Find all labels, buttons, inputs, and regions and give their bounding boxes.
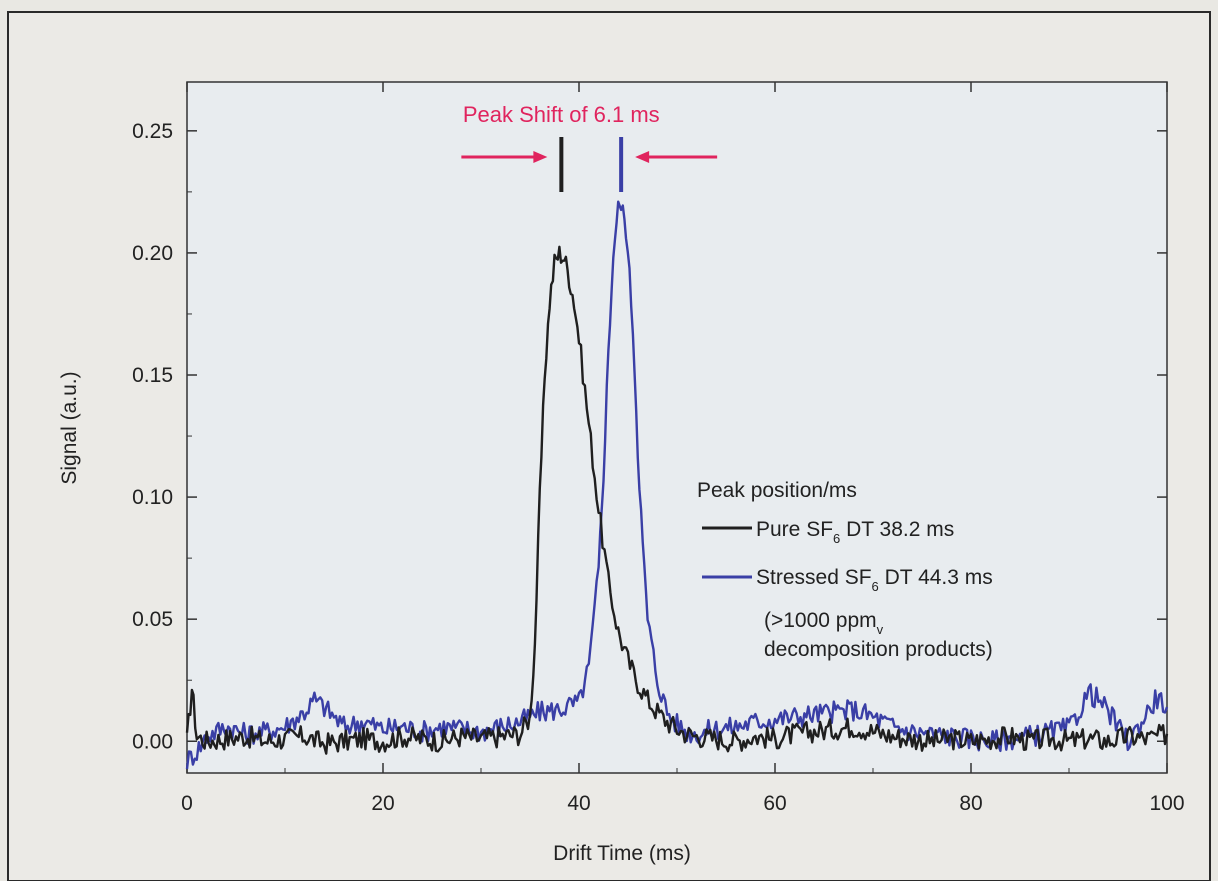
shift-arrowhead-left — [533, 151, 548, 163]
axis-ticks — [186, 82, 1168, 773]
peak-shift-label: Peak Shift of 6.1 ms — [463, 102, 660, 127]
legend-label-pure-sub: 6 — [833, 531, 840, 546]
legend-label-pure-suffix: DT 38.2 ms — [840, 518, 954, 541]
x-axis-label: Drift Time (ms) — [553, 842, 691, 865]
y-axis-label: Signal (a.u.) — [58, 371, 81, 484]
legend-label-stressed-prefix: Stressed SF — [756, 566, 872, 589]
legend-note-line1-text: (>1000 ppm — [764, 609, 877, 632]
x-tick-label-60: 60 — [763, 792, 786, 815]
x-tick-label-100: 100 — [1149, 792, 1184, 815]
legend-title: Peak position/ms — [697, 479, 857, 502]
y-tick-label-0: 0.00 — [132, 730, 173, 753]
legend-label-pure-prefix: Pure SF — [756, 518, 833, 541]
y-tick-label-3: 0.15 — [132, 364, 173, 387]
legend-note-line2: decomposition products) — [764, 638, 993, 661]
y-tick-label-4: 0.20 — [132, 242, 173, 265]
legend-label-stressed-sub: 6 — [872, 579, 879, 594]
y-tick-label-1: 0.05 — [132, 608, 173, 631]
x-tick-label-80: 80 — [959, 792, 982, 815]
peak-shift-annotation: Peak Shift of 6.1 ms — [461, 102, 718, 192]
x-tick-label-20: 20 — [371, 792, 394, 815]
y-tick-label-5: 0.25 — [132, 120, 173, 143]
series-layer — [185, 200, 1169, 770]
y-tick-label-2: 0.10 — [132, 486, 173, 509]
legend-label-stressed: Stressed SF6 DT 44.3 ms — [756, 566, 993, 594]
plot-area — [186, 81, 1168, 774]
tick-labels: 0 20 40 60 80 100 0.00 0.05 0.10 0.15 0.20 0.25 — [132, 120, 1184, 815]
x-tick-label-40: 40 — [567, 792, 590, 815]
legend: Peak position/ms Pure SF6 DT 38.2 ms Str… — [697, 479, 993, 661]
legend-note-line1-sub: v — [877, 622, 884, 637]
legend-label-pure: Pure SF6 DT 38.2 ms — [756, 518, 954, 546]
x-tick-label-0: 0 — [181, 792, 193, 815]
series-line-pure-sf6 — [185, 245, 1169, 755]
legend-note-line1: (>1000 ppmv — [764, 609, 884, 637]
shift-arrowhead-right — [635, 151, 650, 163]
legend-label-stressed-suffix: DT 44.3 ms — [879, 566, 993, 589]
